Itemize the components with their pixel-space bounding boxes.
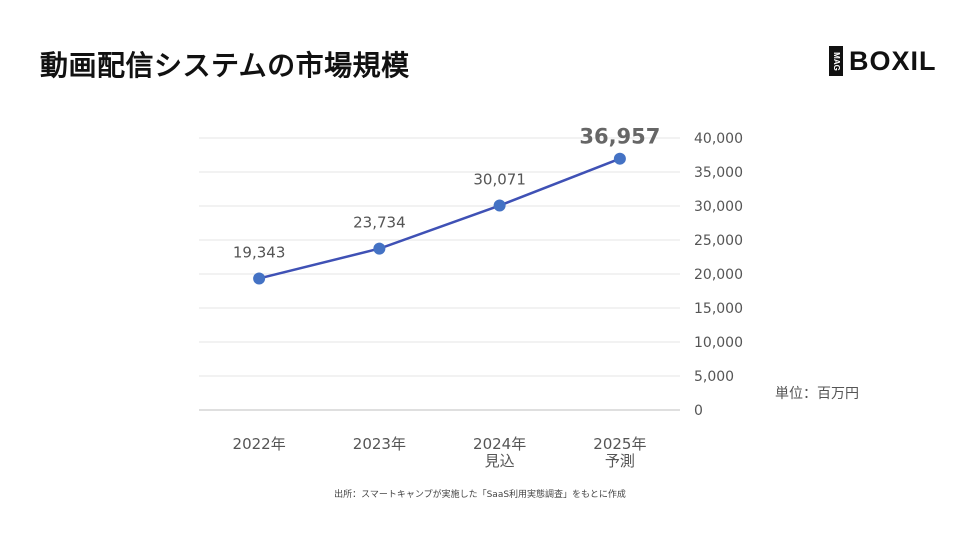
data-label: 23,734 <box>353 214 406 232</box>
x-tick-label: 2023年 <box>353 435 406 453</box>
x-tick-label: 2022年 <box>233 435 286 453</box>
data-label: 36,957 <box>579 125 660 149</box>
y-tick-label: 40,000 <box>694 131 743 147</box>
data-point <box>493 199 506 212</box>
logo-mag-badge: MAG <box>829 46 843 76</box>
y-tick-label: 30,000 <box>694 199 743 215</box>
series-line <box>258 157 621 280</box>
unit-label: 単位：百万円 <box>775 386 859 402</box>
logo-wordmark: BOXIL <box>849 45 937 76</box>
boxil-mag-logo: MAG BOXIL <box>829 46 937 76</box>
source-note: 出所：スマートキャンプが実施した「SaaS利用実態調査」をもとに作成 <box>334 490 626 500</box>
data-label: 19,343 <box>233 243 286 261</box>
x-tick-label: 2025年 <box>593 435 646 453</box>
y-tick-label: 20,000 <box>694 267 743 283</box>
page-title: 動画配信システムの市場規模 <box>40 49 410 82</box>
y-tick-label: 5,000 <box>694 369 734 385</box>
x-tick-label: 2024年 <box>473 435 526 453</box>
data-point <box>373 242 386 255</box>
y-tick-label: 25,000 <box>694 233 743 249</box>
y-tick-label: 10,000 <box>694 335 743 351</box>
data-label: 30,071 <box>473 171 526 189</box>
x-tick-label: 予測 <box>605 452 635 470</box>
y-tick-label: 35,000 <box>694 165 743 181</box>
x-tick-label: 見込 <box>485 452 515 470</box>
y-tick-label: 0 <box>694 403 703 419</box>
data-point <box>253 272 266 285</box>
data-point <box>613 152 626 165</box>
y-tick-label: 15,000 <box>694 301 743 317</box>
